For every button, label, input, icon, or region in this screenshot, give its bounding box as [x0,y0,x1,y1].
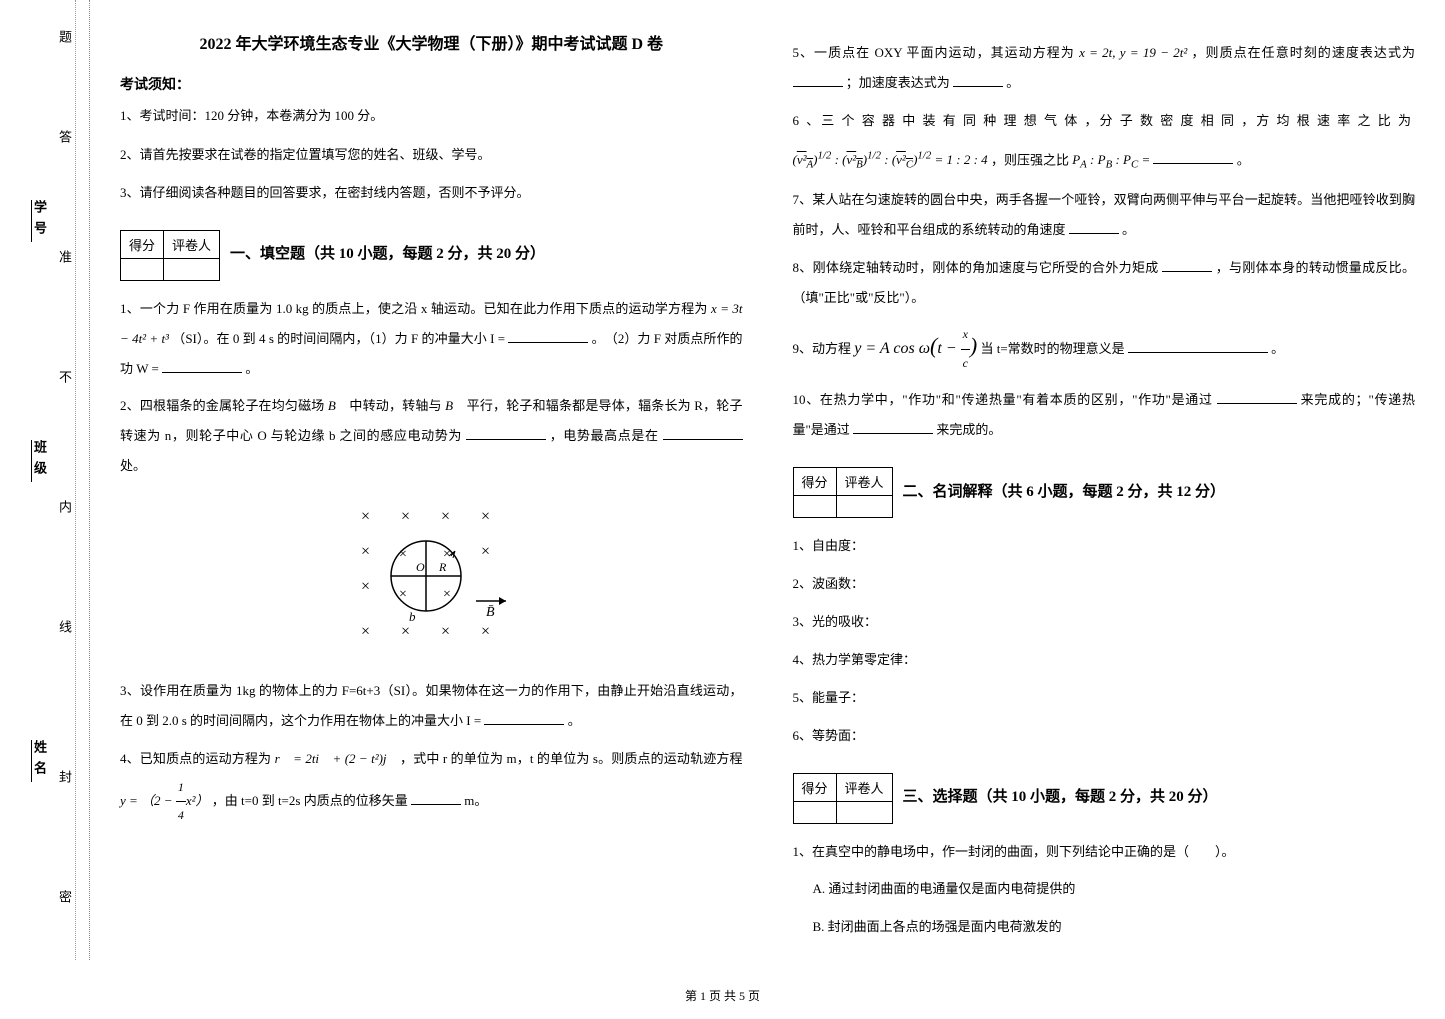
question-1: 1、一个力 F 作用在质量为 1.0 kg 的质点上，使之沿 x 轴运动。已知在… [120,294,743,384]
score-box: 得分 评卷人 [793,773,893,824]
question-9: 9、动方程 y = A cos ω(t − xc) 当 t=常数时的物理意义是 … [793,321,1416,377]
term-6: 6、等势面： [793,721,1416,751]
svg-text:×: × [481,623,490,640]
svg-text:O: O [416,560,425,574]
svg-text:b: b [409,609,416,624]
binding-margin: 题 答 学号 准 不 班级 内 线 姓名 封 密 [0,0,90,960]
left-column: 2022 年大学环境生态专业《大学物理（下册）》期中考试试题 D 卷 考试须知：… [110,30,753,950]
score-box: 得分 评卷人 [120,230,220,281]
question-6: 6 、三 个 容 器 中 装 有 同 种 理 想 气 体 ，分 子 数 密 度 … [793,106,1416,136]
svg-text:×: × [361,543,370,560]
score-label: 得分 [793,468,836,496]
grader-label: 评卷人 [836,773,892,801]
margin-label-id: 学号 [30,200,49,242]
svg-text:×: × [399,547,407,562]
page-footer: 第 1 页 共 5 页 [0,987,1445,1004]
margin-label: 密 [55,890,74,911]
grader-label: 评卷人 [836,468,892,496]
svg-text:×: × [443,587,451,602]
grader-label: 评卷人 [164,230,220,258]
margin-label: 封 [55,770,74,791]
term-4: 4、热力学第零定律： [793,645,1416,675]
question-3: 3、设作用在质量为 1kg 的物体上的力 F=6t+3（SI）。如果物体在这一力… [120,676,743,736]
svg-text:R: R [438,560,447,574]
question-5: 5、一质点在 OXY 平面内运动，其运动方程为 x = 2t, y = 19 −… [793,38,1416,98]
margin-label: 准 [55,250,74,271]
section3-title: 三、选择题（共 10 小题，每题 2 分，共 20 分） [903,785,1218,806]
right-column: 5、一质点在 OXY 平面内运动，其运动方程为 x = 2t, y = 19 −… [783,30,1426,950]
exam-title: 2022 年大学环境生态专业《大学物理（下册）》期中考试试题 D 卷 [120,30,743,54]
svg-text:×: × [401,623,410,640]
svg-text:×: × [401,508,410,525]
score-label: 得分 [121,230,164,258]
question-8: 8、刚体绕定轴转动时，刚体的角加速度与它所受的合外力矩成 ，与刚体本身的转动惯量… [793,253,1416,313]
wheel-figure: × × × × × × × × × × × O R b B̄ × × × [120,496,743,661]
question-4: 4、已知质点的运动方程为 r⃗ = 2ti⃗ + (2 − t²)j⃗ ，式中 … [120,744,743,830]
choice-q1-b: B. 封闭曲面上各点的场强是面内电荷激发的 [793,912,1416,942]
svg-text:×: × [481,508,490,525]
notice-item: 1、考试时间：120 分钟，本卷满分为 100 分。 [120,102,743,131]
notice-item: 2、请首先按要求在试卷的指定位置填写您的姓名、班级、学号。 [120,141,743,170]
margin-label: 题 [55,30,74,51]
svg-text:×: × [361,578,370,595]
section2-title: 二、名词解释（共 6 小题，每题 2 分，共 12 分） [903,480,1226,501]
svg-text:×: × [441,623,450,640]
svg-text:×: × [399,587,407,602]
margin-label: 不 [55,370,74,391]
svg-text:×: × [443,547,451,562]
choice-q1: 1、在真空中的静电场中，作一封闭的曲面，则下列结论中正确的是（ ）。 [793,837,1416,867]
question-2: 2、四根辐条的金属轮子在均匀磁场 B⃗ 中转动，转轴与 B⃗ 平行，轮子和辐条都… [120,391,743,481]
svg-text:×: × [481,543,490,560]
section1-title: 一、填空题（共 10 小题，每题 2 分，共 20 分） [230,242,545,263]
choice-q1-a: A. 通过封闭曲面的电通量仅是面内电荷提供的 [793,874,1416,904]
margin-label: 答 [55,130,74,151]
score-box: 得分 评卷人 [793,467,893,518]
term-3: 3、光的吸收： [793,607,1416,637]
svg-text:×: × [361,508,370,525]
score-label: 得分 [793,773,836,801]
margin-label: 线 [55,620,74,641]
svg-text:B̄: B̄ [486,605,495,620]
term-2: 2、波函数： [793,569,1416,599]
question-10: 10、在热力学中，"作功"和"传递热量"有着本质的区别，"作功"是通过 来完成的… [793,385,1416,445]
question-7: 7、某人站在匀速旋转的圆台中央，两手各握一个哑铃，双臂向两侧平伸与平台一起旋转。… [793,185,1416,245]
term-5: 5、能量子： [793,683,1416,713]
svg-text:×: × [441,508,450,525]
margin-label: 内 [55,500,74,521]
svg-text:×: × [361,623,370,640]
notice-item: 3、请仔细阅读各种题目的回答要求，在密封线内答题，否则不予评分。 [120,179,743,208]
notice-header: 考试须知： [120,74,743,94]
term-1: 1、自由度： [793,531,1416,561]
question-6-formula: (v²A)1/2 : (v²B)1/2 : (v²C)1/2 = 1 : 2 :… [793,144,1416,178]
margin-label-class: 班级 [30,440,49,482]
margin-label-name: 姓名 [30,740,49,782]
